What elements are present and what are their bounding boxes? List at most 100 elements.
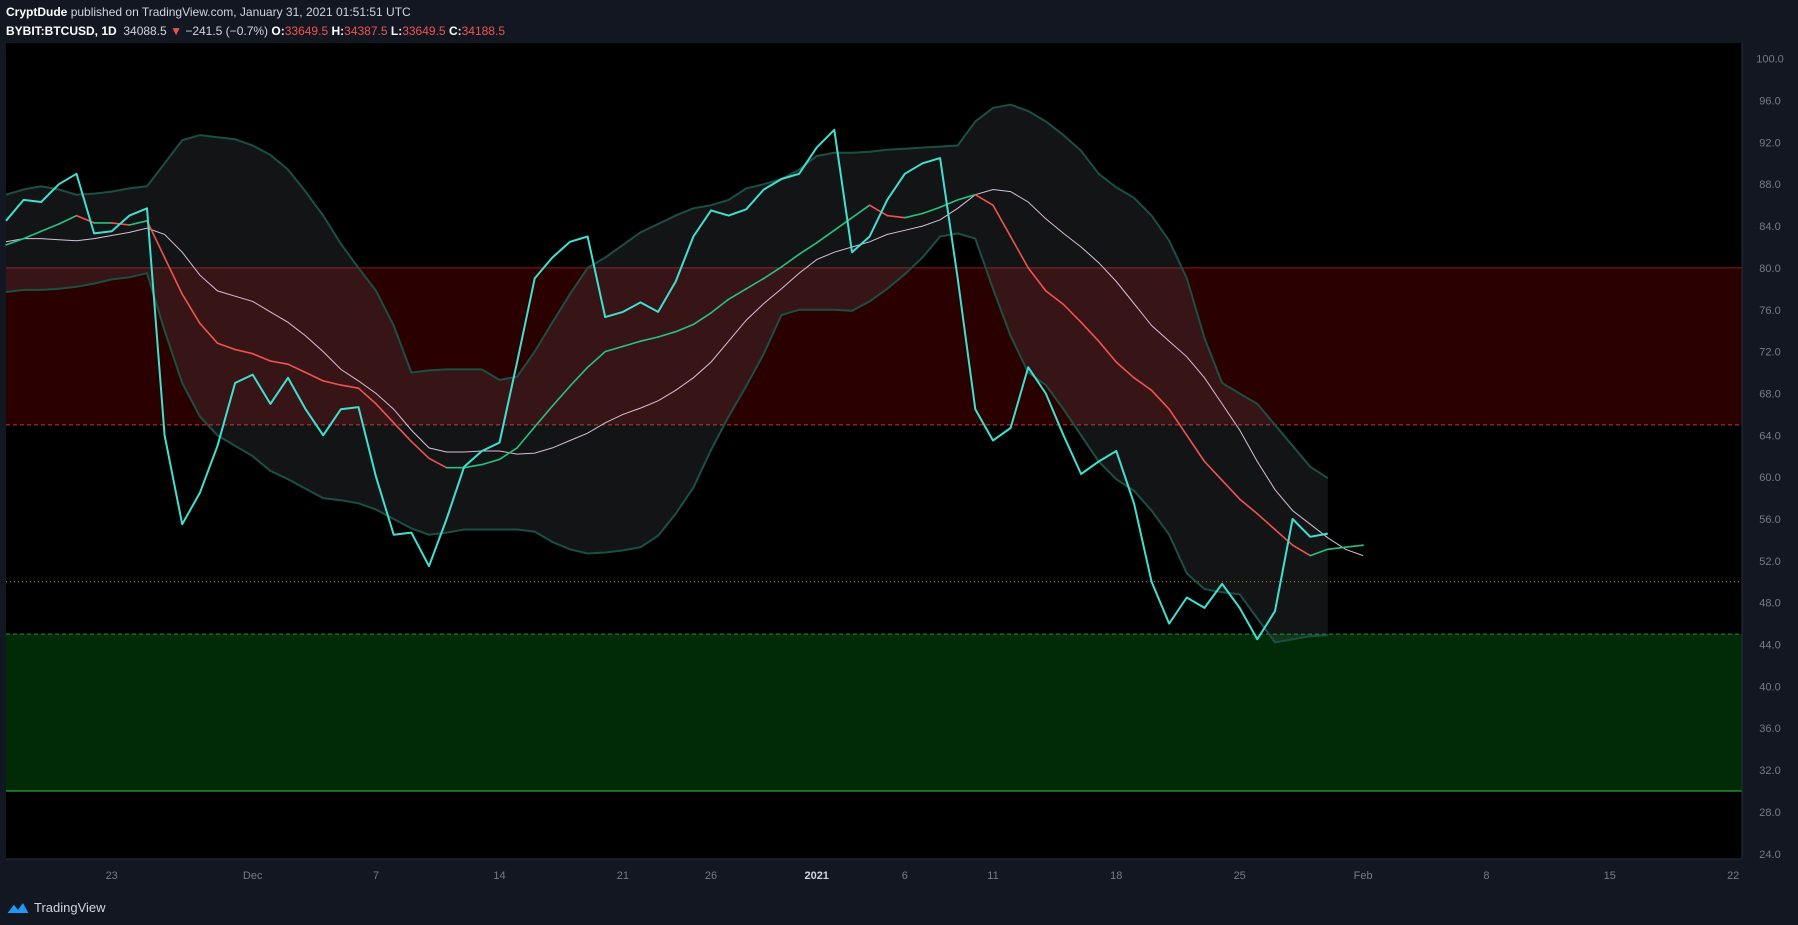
ema-segment [40, 223, 60, 233]
price-tick-label: 28.0 [1759, 807, 1780, 819]
price-tick-label: 72.0 [1759, 347, 1780, 359]
author-name[interactable]: CryptDude [6, 5, 68, 19]
price-change: −241.5 (−0.7%) [185, 24, 269, 38]
ema-segment [780, 253, 800, 268]
ema-segment [1045, 290, 1065, 306]
ema-segment [1115, 361, 1135, 379]
ema-segment [569, 366, 589, 387]
ema-segment [622, 340, 642, 348]
oversold-zone [6, 634, 1742, 791]
ema-segment [586, 350, 607, 369]
ema-segment [657, 330, 677, 338]
time-tick-label: 23 [106, 870, 118, 882]
ema-segment [833, 216, 853, 232]
ema-segment [304, 371, 325, 382]
price-tick-label: 36.0 [1759, 723, 1780, 735]
ema-segment [692, 312, 712, 326]
ema-segment [181, 293, 201, 325]
ema-segment [163, 256, 183, 295]
ema-segment [956, 193, 977, 201]
overbought-zone [6, 267, 1742, 425]
rsi-line [5, 128, 1328, 641]
low-value: 33649.5 [402, 24, 446, 38]
ema-segment [269, 360, 289, 366]
time-tick-label: 6 [902, 870, 908, 882]
price-tick-label: 64.0 [1759, 430, 1780, 442]
time-axis[interactable]: 23 Dec 7 14 21 26 2021 6 11 18 25 Feb 8 15 22 [106, 870, 1740, 882]
ema-segment [533, 405, 554, 428]
ema-segment [128, 220, 148, 226]
ema-segment [1203, 460, 1223, 482]
ohlc-line: BYBIT:BTCUSD, 1D 34088.5 ▼ −241.5 (−0.7%… [6, 23, 505, 39]
price-tick-label: 52.0 [1759, 556, 1780, 568]
ema-segment [410, 440, 430, 460]
ema-segment [1274, 528, 1294, 547]
ema-segment [1186, 434, 1206, 463]
published-text: published on TradingView.com, January 31… [70, 5, 411, 19]
ema-segment [1344, 544, 1364, 549]
high-label: H: [331, 24, 345, 38]
ema-segment [798, 242, 818, 256]
ema-segment [463, 463, 483, 469]
ema-segment [58, 214, 78, 225]
time-tick-label: 22 [1727, 870, 1739, 882]
ema-segment [1097, 340, 1118, 363]
price-tick-label: 80.0 [1759, 263, 1780, 275]
ema-segment [22, 230, 43, 240]
ema-segment [639, 336, 659, 343]
ema-segment [551, 385, 571, 407]
price-axis[interactable]: 24.0 28.0 32.0 36.0 40.0 44.0 48.0 52.0 56.0 60.0… [1756, 54, 1784, 861]
brand-name[interactable]: TradingView [34, 899, 106, 915]
ema-segment [234, 348, 254, 355]
price-tick-label: 48.0 [1759, 598, 1780, 610]
ema-segment [251, 352, 272, 362]
symbol-label[interactable]: BYBIT:BTCUSD, 1D [6, 24, 117, 38]
ema-segment [1238, 498, 1259, 515]
price-tick-label: 60.0 [1759, 472, 1780, 484]
bands-layer [5, 103, 1329, 644]
price-tick-label: 84.0 [1759, 221, 1780, 233]
close-value: 34188.5 [461, 24, 505, 38]
last-price: 34088.5 [123, 24, 167, 38]
price-tick-label: 100.0 [1756, 54, 1784, 66]
upper-band-line [5, 103, 1329, 480]
ema-segment [516, 426, 536, 449]
time-tick-label: 25 [1234, 870, 1246, 882]
lines-layer [5, 128, 1364, 641]
ema-segment [1062, 303, 1082, 324]
time-tick-label: 2021 [804, 870, 828, 882]
ema-segment [428, 457, 448, 469]
time-tick-label: Feb [1354, 870, 1373, 882]
ema-segment [146, 220, 166, 259]
price-tick-label: 56.0 [1759, 514, 1780, 526]
ema-segment [886, 214, 906, 219]
ema-segment [1150, 389, 1170, 411]
time-tick-label: 21 [617, 870, 629, 882]
time-tick-label: Dec [243, 870, 263, 882]
zones-layer [6, 267, 1742, 792]
tradingview-logo-icon[interactable] [6, 900, 30, 914]
ema-segment [851, 204, 871, 219]
price-tick-label: 76.0 [1759, 305, 1780, 317]
ema-segment [287, 363, 307, 374]
time-tick-label: 8 [1483, 870, 1489, 882]
publish-line: CryptDude published on TradingView.com, … [6, 4, 505, 20]
ema-segment [815, 229, 836, 244]
ema-segment [604, 345, 624, 353]
time-tick-label: 11 [987, 870, 998, 882]
ema-segment [1256, 512, 1276, 531]
ema-segment [762, 266, 783, 280]
ema-segment [199, 322, 219, 345]
ema-segment [745, 277, 765, 290]
ema-segment [903, 212, 924, 219]
bollinger-band-fill [6, 104, 1328, 643]
ema-segment [216, 342, 236, 351]
ema-segment [357, 387, 377, 405]
ema-segment [1133, 376, 1153, 392]
ema-segment [498, 447, 518, 461]
ema-segment [939, 199, 959, 208]
ema-segment [868, 204, 889, 217]
ema-segment [481, 458, 501, 466]
time-tick-label: 14 [493, 870, 505, 882]
